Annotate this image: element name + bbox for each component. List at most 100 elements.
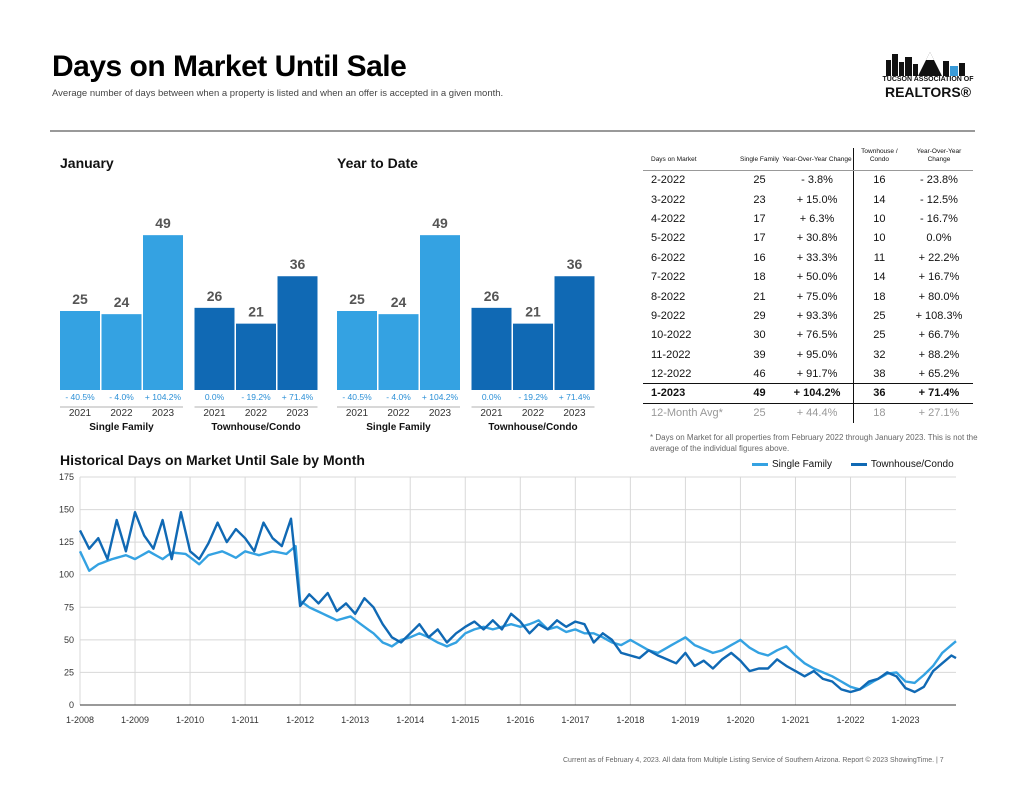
table-cell: 17 <box>753 232 766 245</box>
x-tick-label: 1-2017 <box>561 715 589 725</box>
table-cell: 18 <box>852 403 905 423</box>
table-cell: 46 <box>753 367 766 380</box>
table-header: Year-Over-Year Change <box>904 148 973 171</box>
table-cell: 1-2023 <box>643 383 738 404</box>
bar <box>471 307 512 390</box>
y-tick-label: 150 <box>59 505 74 515</box>
table-cell: + 95.0% <box>796 348 838 361</box>
x-tick-label: 1-2020 <box>726 715 754 725</box>
x-tick-label: 1-2015 <box>451 715 479 725</box>
legend-label: Single Family <box>772 459 833 470</box>
bar-year-label: 2022 <box>245 408 268 419</box>
table-row: 12-Month Avg* 25 + 44.4% 18 + 27.1% <box>643 403 973 423</box>
table-row: 6-2022 16 + 33.3% 11 + 22.2% <box>643 248 973 268</box>
x-tick-label: 1-2010 <box>176 715 204 725</box>
bar <box>236 323 276 390</box>
table-row: 3-2022 23 + 15.0% 14 - 12.5% <box>643 189 973 210</box>
table-header: Townhouse / Condo <box>852 148 905 171</box>
table-cell: + 108.3% <box>915 309 963 322</box>
x-tick-label: 1-2019 <box>671 715 699 725</box>
single-family-line <box>78 544 957 691</box>
january-chart-title: January <box>60 155 114 171</box>
table-header: Single Family <box>737 148 782 171</box>
bar-value-label: 36 <box>567 256 583 272</box>
table-header-row: Days on Market Single Family Year-Over-Y… <box>643 148 973 171</box>
logo-tagline: TUCSON ASSOCIATION OF <box>882 76 974 83</box>
table-cell: 25 <box>852 306 905 326</box>
bar-value-label: 36 <box>290 256 306 272</box>
table-row: 2-2022 25 - 3.8% 16 - 23.8% <box>643 170 973 190</box>
bar-year-label: 2021 <box>203 408 226 419</box>
history-line-chart: 0 25 50 75 100 125 150 175 1-2008 1-2009 1-2010 1-2… <box>59 472 957 725</box>
townhouse-condo-line <box>78 511 957 694</box>
table-cell: 36 <box>852 383 905 404</box>
y-tick-label: 50 <box>64 635 74 645</box>
table-cell: 2-2022 <box>651 174 686 187</box>
y-tick-label: 125 <box>59 537 74 547</box>
bar-change-label: + 71.4% <box>282 392 314 402</box>
table-cell: + 75.0% <box>796 290 838 303</box>
table-row: 9-2022 29 + 93.3% 25 + 108.3% <box>643 306 973 326</box>
table-cell: - 12.5% <box>920 193 958 206</box>
table-cell: 11-2022 <box>651 348 691 361</box>
table-cell: 39 <box>753 348 766 361</box>
x-tick-label: 1-2008 <box>66 715 94 725</box>
x-tick-label: 1-2012 <box>286 715 314 725</box>
bar-year-label: 2022 <box>387 408 410 419</box>
table-cell: + 44.4% <box>796 407 838 420</box>
table-cell: + 15.0% <box>796 193 838 206</box>
x-tick-label: 1-2014 <box>396 715 424 725</box>
realtors-logo <box>886 52 965 76</box>
y-tick-label: 75 <box>64 602 74 612</box>
bar-value-label: 49 <box>155 215 171 231</box>
monthly-table: Days on Market Single Family Year-Over-Y… <box>643 148 973 423</box>
table-cell: - 3.8% <box>801 174 833 187</box>
x-tick-label: 1-2018 <box>616 715 644 725</box>
bar-value-label: 25 <box>72 291 88 307</box>
table-cell: 38 <box>852 364 905 384</box>
table-row: 11-2022 39 + 95.0% 32 + 88.2% <box>643 345 973 365</box>
table-header: Days on Market <box>643 148 738 171</box>
history-legend: Single Family Townhouse/Condo <box>752 459 970 470</box>
table-row: 5-2022 17 + 30.8% 10 0.0% <box>643 228 973 249</box>
y-tick-label: 25 <box>64 667 74 677</box>
table-cell: + 93.3% <box>796 309 838 322</box>
page-footer: Current as of February 4, 2023. All data… <box>563 757 944 764</box>
table-row: 1-2023 49 + 104.2% 36 + 71.4% <box>643 383 973 404</box>
bar-value-label: 26 <box>207 288 223 304</box>
page-subtitle: Average number of days between when a pr… <box>52 88 504 99</box>
table-cell: 12-2022 <box>651 367 692 380</box>
table-cell: 21 <box>753 290 766 303</box>
table-cell: 25 <box>753 174 766 187</box>
bar-value-label: 24 <box>391 294 407 310</box>
bar-year-label: 2021 <box>69 408 92 419</box>
table-cell: 23 <box>753 193 766 206</box>
bar-year-label: 2021 <box>346 408 369 419</box>
legend-swatch <box>850 462 867 466</box>
x-tick-label: 1-2022 <box>836 715 864 725</box>
table-cell: 10-2022 <box>651 329 692 342</box>
table-cell: 18 <box>753 271 766 284</box>
table-cell: 14 <box>852 189 905 210</box>
table-cell: 7-2022 <box>651 271 686 284</box>
header-divider <box>50 130 975 132</box>
table-cell: - 16.7% <box>920 212 958 225</box>
table-cell: 8-2022 <box>651 290 686 303</box>
table-cell: + 80.0% <box>918 290 960 303</box>
table-cell: 16 <box>753 251 766 264</box>
table-cell: 5-2022 <box>651 232 686 245</box>
table-cell: 11 <box>852 248 905 268</box>
bar-value-label: 26 <box>484 288 500 304</box>
table-cell: + 66.7% <box>918 329 960 342</box>
table-cell: - 23.8% <box>920 174 958 187</box>
bar-year-label: 2022 <box>522 408 545 419</box>
table-cell: 49 <box>737 383 782 404</box>
bar <box>513 323 553 390</box>
table-header: Year-Over-Year Change <box>781 148 854 171</box>
bar-year-label: 2023 <box>152 408 175 419</box>
table-cell: 6-2022 <box>651 251 686 264</box>
table-cell: 0.0% <box>926 232 952 245</box>
y-tick-label: 0 <box>69 700 74 710</box>
x-tick-label: 1-2009 <box>121 715 149 725</box>
bar-year-label: 2023 <box>429 408 452 419</box>
